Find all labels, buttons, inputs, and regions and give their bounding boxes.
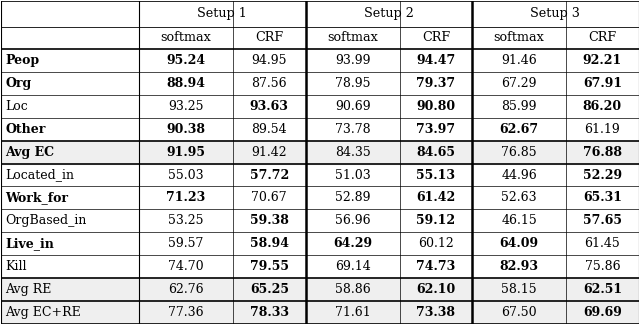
Text: 92.21: 92.21 — [583, 54, 622, 67]
Text: 79.37: 79.37 — [416, 77, 456, 90]
Text: Loc: Loc — [5, 100, 28, 113]
Text: 58.86: 58.86 — [335, 283, 371, 296]
Text: 57.65: 57.65 — [583, 214, 622, 227]
Text: 76.85: 76.85 — [501, 146, 537, 159]
Text: 91.46: 91.46 — [501, 54, 537, 67]
Text: 90.38: 90.38 — [166, 123, 205, 136]
Text: Org: Org — [5, 77, 31, 90]
Text: 78.95: 78.95 — [335, 77, 371, 90]
Text: 91.42: 91.42 — [252, 146, 287, 159]
Text: 64.29: 64.29 — [333, 237, 372, 250]
Text: 71.23: 71.23 — [166, 191, 205, 204]
Bar — [1, 141, 639, 164]
Text: softmax: softmax — [327, 32, 378, 45]
Text: 84.65: 84.65 — [417, 146, 455, 159]
Text: 71.61: 71.61 — [335, 306, 371, 319]
Text: 91.95: 91.95 — [166, 146, 205, 159]
Text: 85.99: 85.99 — [501, 100, 537, 113]
Bar — [1, 278, 639, 301]
Text: 53.25: 53.25 — [168, 214, 204, 227]
Text: 67.50: 67.50 — [501, 306, 537, 319]
Text: Setup 1: Setup 1 — [197, 7, 247, 20]
Text: 93.99: 93.99 — [335, 54, 371, 67]
Text: 94.95: 94.95 — [252, 54, 287, 67]
Text: 75.86: 75.86 — [584, 260, 620, 273]
Text: Setup 3: Setup 3 — [531, 7, 580, 20]
Text: 82.93: 82.93 — [500, 260, 539, 273]
Text: 90.80: 90.80 — [416, 100, 456, 113]
Text: 76.88: 76.88 — [583, 146, 622, 159]
Text: 62.10: 62.10 — [416, 283, 456, 296]
Text: CRF: CRF — [588, 32, 616, 45]
Text: 58.94: 58.94 — [250, 237, 289, 250]
Text: 58.15: 58.15 — [501, 283, 537, 296]
Text: 95.24: 95.24 — [166, 54, 205, 67]
Text: 88.94: 88.94 — [166, 77, 205, 90]
Text: 94.47: 94.47 — [416, 54, 456, 67]
Text: 93.63: 93.63 — [250, 100, 289, 113]
Text: 84.35: 84.35 — [335, 146, 371, 159]
Text: 59.12: 59.12 — [416, 214, 456, 227]
Bar — [1, 301, 639, 324]
Text: 46.15: 46.15 — [501, 214, 537, 227]
Text: Avg EC+RE: Avg EC+RE — [5, 306, 81, 319]
Text: 52.63: 52.63 — [501, 191, 537, 204]
Text: Avg EC: Avg EC — [5, 146, 54, 159]
Text: 69.69: 69.69 — [583, 306, 622, 319]
Text: 57.72: 57.72 — [250, 169, 289, 182]
Text: 55.13: 55.13 — [417, 169, 455, 182]
Text: 62.51: 62.51 — [583, 283, 622, 296]
Text: Work_for: Work_for — [5, 191, 68, 204]
Text: 93.25: 93.25 — [168, 100, 204, 113]
Text: 62.76: 62.76 — [168, 283, 204, 296]
Text: 56.96: 56.96 — [335, 214, 371, 227]
Text: Located_in: Located_in — [5, 169, 74, 182]
Text: 61.42: 61.42 — [416, 191, 456, 204]
Text: 73.78: 73.78 — [335, 123, 371, 136]
Text: 59.38: 59.38 — [250, 214, 289, 227]
Text: 67.29: 67.29 — [501, 77, 537, 90]
Text: 65.31: 65.31 — [583, 191, 622, 204]
Text: 61.45: 61.45 — [584, 237, 620, 250]
Text: 52.29: 52.29 — [583, 169, 622, 182]
Text: 74.73: 74.73 — [416, 260, 456, 273]
Text: 79.55: 79.55 — [250, 260, 289, 273]
Text: softmax: softmax — [161, 32, 211, 45]
Text: 70.67: 70.67 — [252, 191, 287, 204]
Text: 87.56: 87.56 — [252, 77, 287, 90]
Text: 89.54: 89.54 — [252, 123, 287, 136]
Text: Setup 2: Setup 2 — [364, 7, 413, 20]
Text: 51.03: 51.03 — [335, 169, 371, 182]
Text: Peop: Peop — [5, 54, 39, 67]
Text: 78.33: 78.33 — [250, 306, 289, 319]
Text: 52.89: 52.89 — [335, 191, 371, 204]
Text: 55.03: 55.03 — [168, 169, 204, 182]
Text: 74.70: 74.70 — [168, 260, 204, 273]
Text: 65.25: 65.25 — [250, 283, 289, 296]
Text: 69.14: 69.14 — [335, 260, 371, 273]
Text: 64.09: 64.09 — [500, 237, 539, 250]
Text: 61.19: 61.19 — [584, 123, 620, 136]
Text: 73.97: 73.97 — [416, 123, 456, 136]
Text: 90.69: 90.69 — [335, 100, 371, 113]
Text: Avg RE: Avg RE — [5, 283, 51, 296]
Text: 62.67: 62.67 — [500, 123, 539, 136]
Text: 77.36: 77.36 — [168, 306, 204, 319]
Text: 59.57: 59.57 — [168, 237, 204, 250]
Text: Other: Other — [5, 123, 45, 136]
Text: 60.12: 60.12 — [418, 237, 454, 250]
Text: 73.38: 73.38 — [417, 306, 455, 319]
Text: OrgBased_in: OrgBased_in — [5, 214, 86, 227]
Text: softmax: softmax — [493, 32, 545, 45]
Text: CRF: CRF — [422, 32, 450, 45]
Text: 67.91: 67.91 — [583, 77, 622, 90]
Text: Kill: Kill — [5, 260, 26, 273]
Text: CRF: CRF — [255, 32, 284, 45]
Text: Live_in: Live_in — [5, 237, 54, 250]
Text: 86.20: 86.20 — [583, 100, 622, 113]
Text: 44.96: 44.96 — [501, 169, 537, 182]
